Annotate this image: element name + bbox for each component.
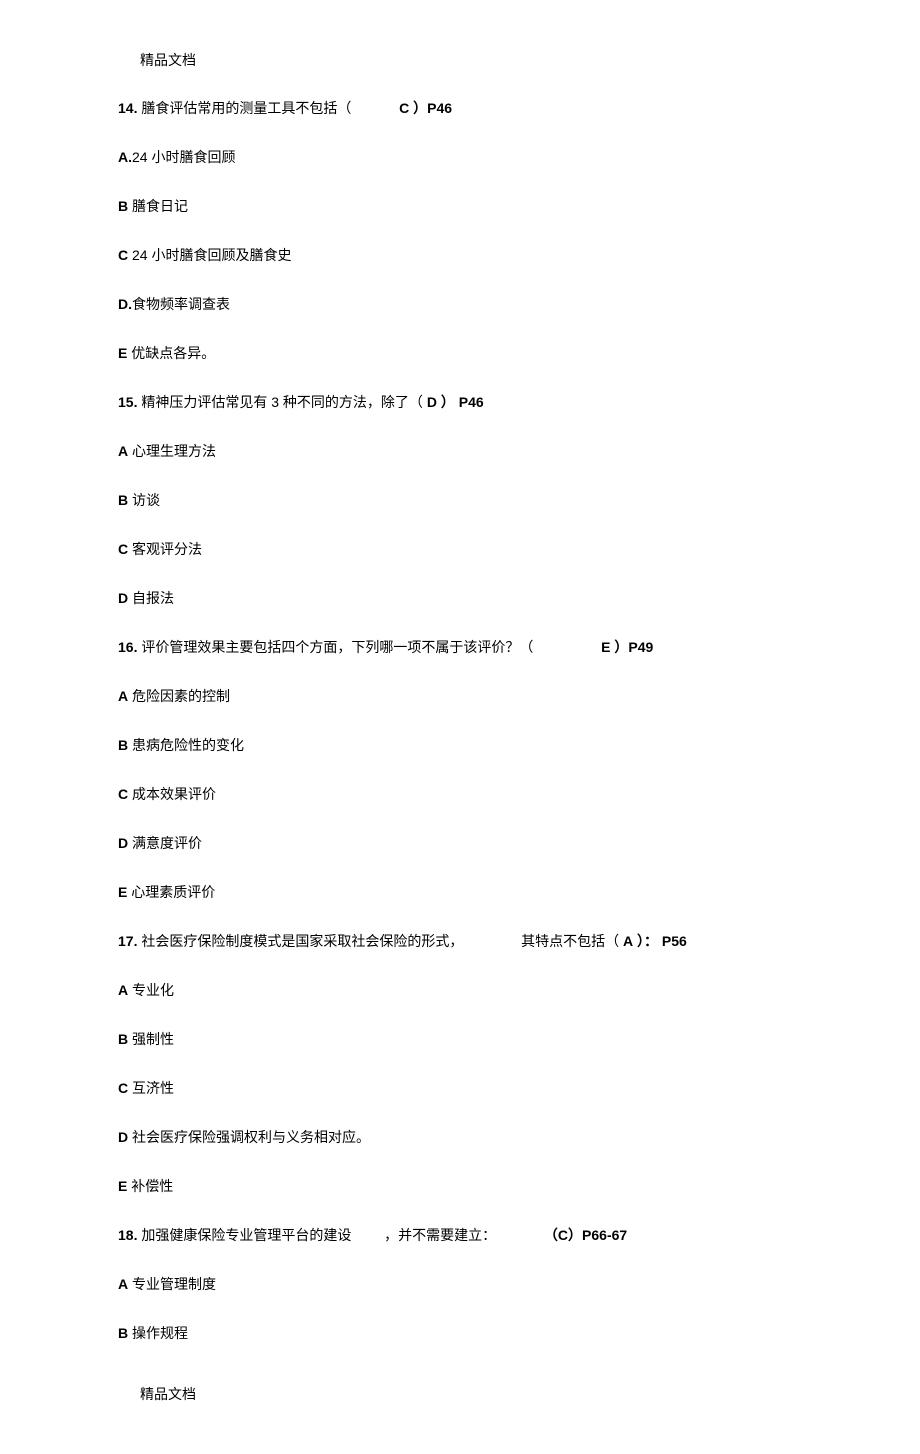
option-14-e: E 优缺点各异。 [118,343,840,364]
question-number: 18. [118,1227,137,1243]
option-label: A [118,688,128,704]
option-label: B [118,1325,128,1341]
option-16-a: A 危险因素的控制 [118,686,840,707]
question-17: 17. 社会医疗保险制度模式是国家采取社会保险的形式， 其特点不包括（ A ）：… [118,931,840,952]
question-15: 15. 精神压力评估常见有 3 种不同的方法，除了（ D ） P46 [118,392,840,413]
option-text: 社会医疗保险强调权利与义务相对应。 [128,1129,370,1145]
option-17-a: A 专业化 [118,980,840,1001]
question-text: 膳食评估常用的测量工具不包括（ [141,100,351,116]
question-14: 14. 膳食评估常用的测量工具不包括（ C ）P46 [118,98,840,119]
option-text: 危险因素的控制 [128,688,230,704]
question-text-mid: 其特点不包括（ [521,933,619,949]
option-text: 客观评分法 [128,541,202,557]
question-answer: C [399,100,409,116]
question-text: 社会医疗保险制度模式是国家采取社会保险的形式， [141,933,463,949]
option-text: 膳食日记 [128,198,188,214]
option-17-e: E 补偿性 [118,1176,840,1197]
option-label: E [118,884,127,900]
footer-label: 精品文档 [140,1384,840,1404]
option-text: 专业化 [128,982,174,998]
question-ref: ）P66-67 [568,1227,627,1243]
option-label: C [118,1080,128,1096]
option-18-b: B 操作规程 [118,1323,840,1344]
option-17-c: C 互济性 [118,1078,840,1099]
question-answer: D [427,394,437,410]
option-16-c: C 成本效果评价 [118,784,840,805]
document-content: 精品文档 14. 膳食评估常用的测量工具不包括（ C ）P46 A.24 小时膳… [0,50,920,1404]
option-text: 心理素质评价 [127,884,215,900]
option-text: 患病危险性的变化 [128,737,244,753]
option-label: A [118,982,128,998]
option-18-a: A 专业管理制度 [118,1274,840,1295]
option-text: 强制性 [128,1031,174,1047]
option-text: 优缺点各异。 [127,345,215,361]
option-16-b: B 患病危险性的变化 [118,735,840,756]
option-label: D. [118,296,132,312]
option-label: A [118,443,128,459]
question-answer: C [558,1227,568,1243]
option-14-a: A.24 小时膳食回顾 [118,147,840,168]
option-text: 操作规程 [128,1325,188,1341]
option-14-d: D.食物频率调查表 [118,294,840,315]
option-text: 访谈 [128,492,160,508]
question-number: 14. [118,100,137,116]
option-16-d: D 满意度评价 [118,833,840,854]
option-label: C [118,247,128,263]
option-label: B [118,1031,128,1047]
option-14-c: C 24 小时膳食回顾及膳食史 [118,245,840,266]
option-label: C [118,541,128,557]
question-number: 17. [118,933,137,949]
option-text: 心理生理方法 [128,443,216,459]
question-text: 精神压力评估常见有 3 种不同的方法，除了（ [141,394,423,410]
option-label: D [118,590,128,606]
question-text-mid: ，并不需要建立： [384,1227,496,1243]
option-text: 自报法 [128,590,174,606]
option-14-b: B 膳食日记 [118,196,840,217]
option-text: 专业管理制度 [128,1276,216,1292]
question-ref: ）P46 [413,100,452,116]
option-text: 补偿性 [127,1178,173,1194]
option-15-d: D 自报法 [118,588,840,609]
option-label: C [118,786,128,802]
option-label: E [118,345,127,361]
option-label: D [118,1129,128,1145]
option-15-a: A 心理生理方法 [118,441,840,462]
option-text: 满意度评价 [128,835,202,851]
question-text: 加强健康保险专业管理平台的建设 [141,1227,351,1243]
option-text: 食物频率调查表 [132,296,230,312]
option-text: 24 小时膳食回顾 [132,149,235,165]
option-text: 24 小时膳食回顾及膳食史 [128,247,291,263]
option-label: D [118,835,128,851]
question-text: 评价管理效果主要包括四个方面，下列哪一项不属于该评价？（ [141,639,533,655]
option-text: 成本效果评价 [128,786,216,802]
question-number: 16. [118,639,137,655]
question-answer: A [623,933,633,949]
option-15-b: B 访谈 [118,490,840,511]
option-16-e: E 心理素质评价 [118,882,840,903]
header-label: 精品文档 [140,50,840,70]
question-ref: ）： P56 [637,933,687,949]
option-label: B [118,198,128,214]
question-ref: ） P46 [441,394,484,410]
option-label: E [118,1178,127,1194]
option-17-d: D 社会医疗保险强调权利与义务相对应。 [118,1127,840,1148]
option-label: A [118,1276,128,1292]
question-18: 18. 加强健康保险专业管理平台的建设 ，并不需要建立： （C）P66-67 [118,1225,840,1246]
question-ref: ）P49 [614,639,653,655]
question-16: 16. 评价管理效果主要包括四个方面，下列哪一项不属于该评价？（ E ）P49 [118,637,840,658]
question-answer: E [601,639,610,655]
option-label: B [118,737,128,753]
option-label: B [118,492,128,508]
question-paren: （ [544,1227,558,1243]
option-label: A. [118,149,132,165]
question-number: 15. [118,394,137,410]
option-17-b: B 强制性 [118,1029,840,1050]
option-15-c: C 客观评分法 [118,539,840,560]
option-text: 互济性 [128,1080,174,1096]
